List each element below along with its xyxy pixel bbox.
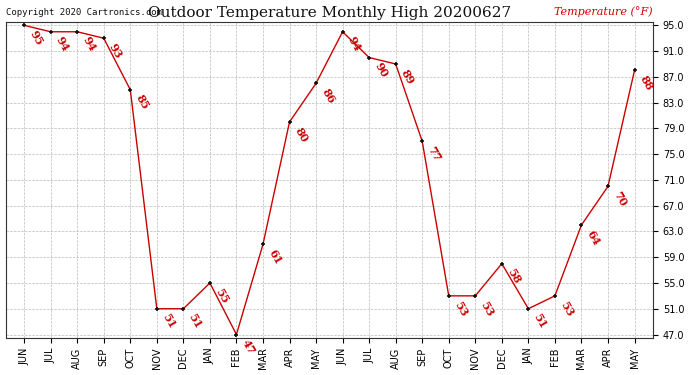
Point xyxy=(178,306,189,312)
Point xyxy=(98,35,109,41)
Text: 93: 93 xyxy=(107,41,124,60)
Point xyxy=(45,29,56,35)
Point xyxy=(19,22,30,28)
Point xyxy=(257,242,268,248)
Text: 77: 77 xyxy=(426,144,443,164)
Point xyxy=(151,306,162,312)
Text: 53: 53 xyxy=(558,299,575,318)
Text: 86: 86 xyxy=(319,87,337,105)
Text: 80: 80 xyxy=(293,125,310,144)
Point xyxy=(310,80,322,86)
Text: 89: 89 xyxy=(399,67,416,86)
Point xyxy=(231,332,242,338)
Point xyxy=(576,222,587,228)
Point xyxy=(496,261,507,267)
Text: 55: 55 xyxy=(213,286,230,305)
Point xyxy=(443,293,454,299)
Text: 94: 94 xyxy=(54,35,71,54)
Text: 53: 53 xyxy=(452,299,469,318)
Point xyxy=(629,68,640,74)
Point xyxy=(72,29,83,35)
Text: Copyright 2020 Cartronics.com: Copyright 2020 Cartronics.com xyxy=(6,8,161,17)
Text: 85: 85 xyxy=(133,93,150,112)
Point xyxy=(390,61,401,67)
Text: 90: 90 xyxy=(373,61,390,80)
Point xyxy=(125,87,136,93)
Text: 61: 61 xyxy=(266,248,284,266)
Text: 88: 88 xyxy=(638,74,655,93)
Point xyxy=(549,293,560,299)
Text: 58: 58 xyxy=(505,267,522,286)
Point xyxy=(364,54,375,60)
Point xyxy=(602,183,613,189)
Text: 64: 64 xyxy=(584,228,602,247)
Point xyxy=(337,29,348,35)
Point xyxy=(284,119,295,125)
Text: 51: 51 xyxy=(531,312,549,331)
Text: 95: 95 xyxy=(28,28,45,48)
Text: 47: 47 xyxy=(239,338,257,357)
Point xyxy=(204,280,215,286)
Point xyxy=(417,138,428,144)
Text: 51: 51 xyxy=(186,312,204,331)
Text: 94: 94 xyxy=(81,35,98,54)
Title: Outdoor Temperature Monthly High 20200627: Outdoor Temperature Monthly High 2020062… xyxy=(148,6,511,20)
Text: Temperature (°F): Temperature (°F) xyxy=(555,6,653,17)
Text: 94: 94 xyxy=(346,35,363,54)
Point xyxy=(470,293,481,299)
Text: 53: 53 xyxy=(478,299,495,318)
Point xyxy=(523,306,534,312)
Text: 70: 70 xyxy=(611,190,629,209)
Text: 51: 51 xyxy=(160,312,177,331)
